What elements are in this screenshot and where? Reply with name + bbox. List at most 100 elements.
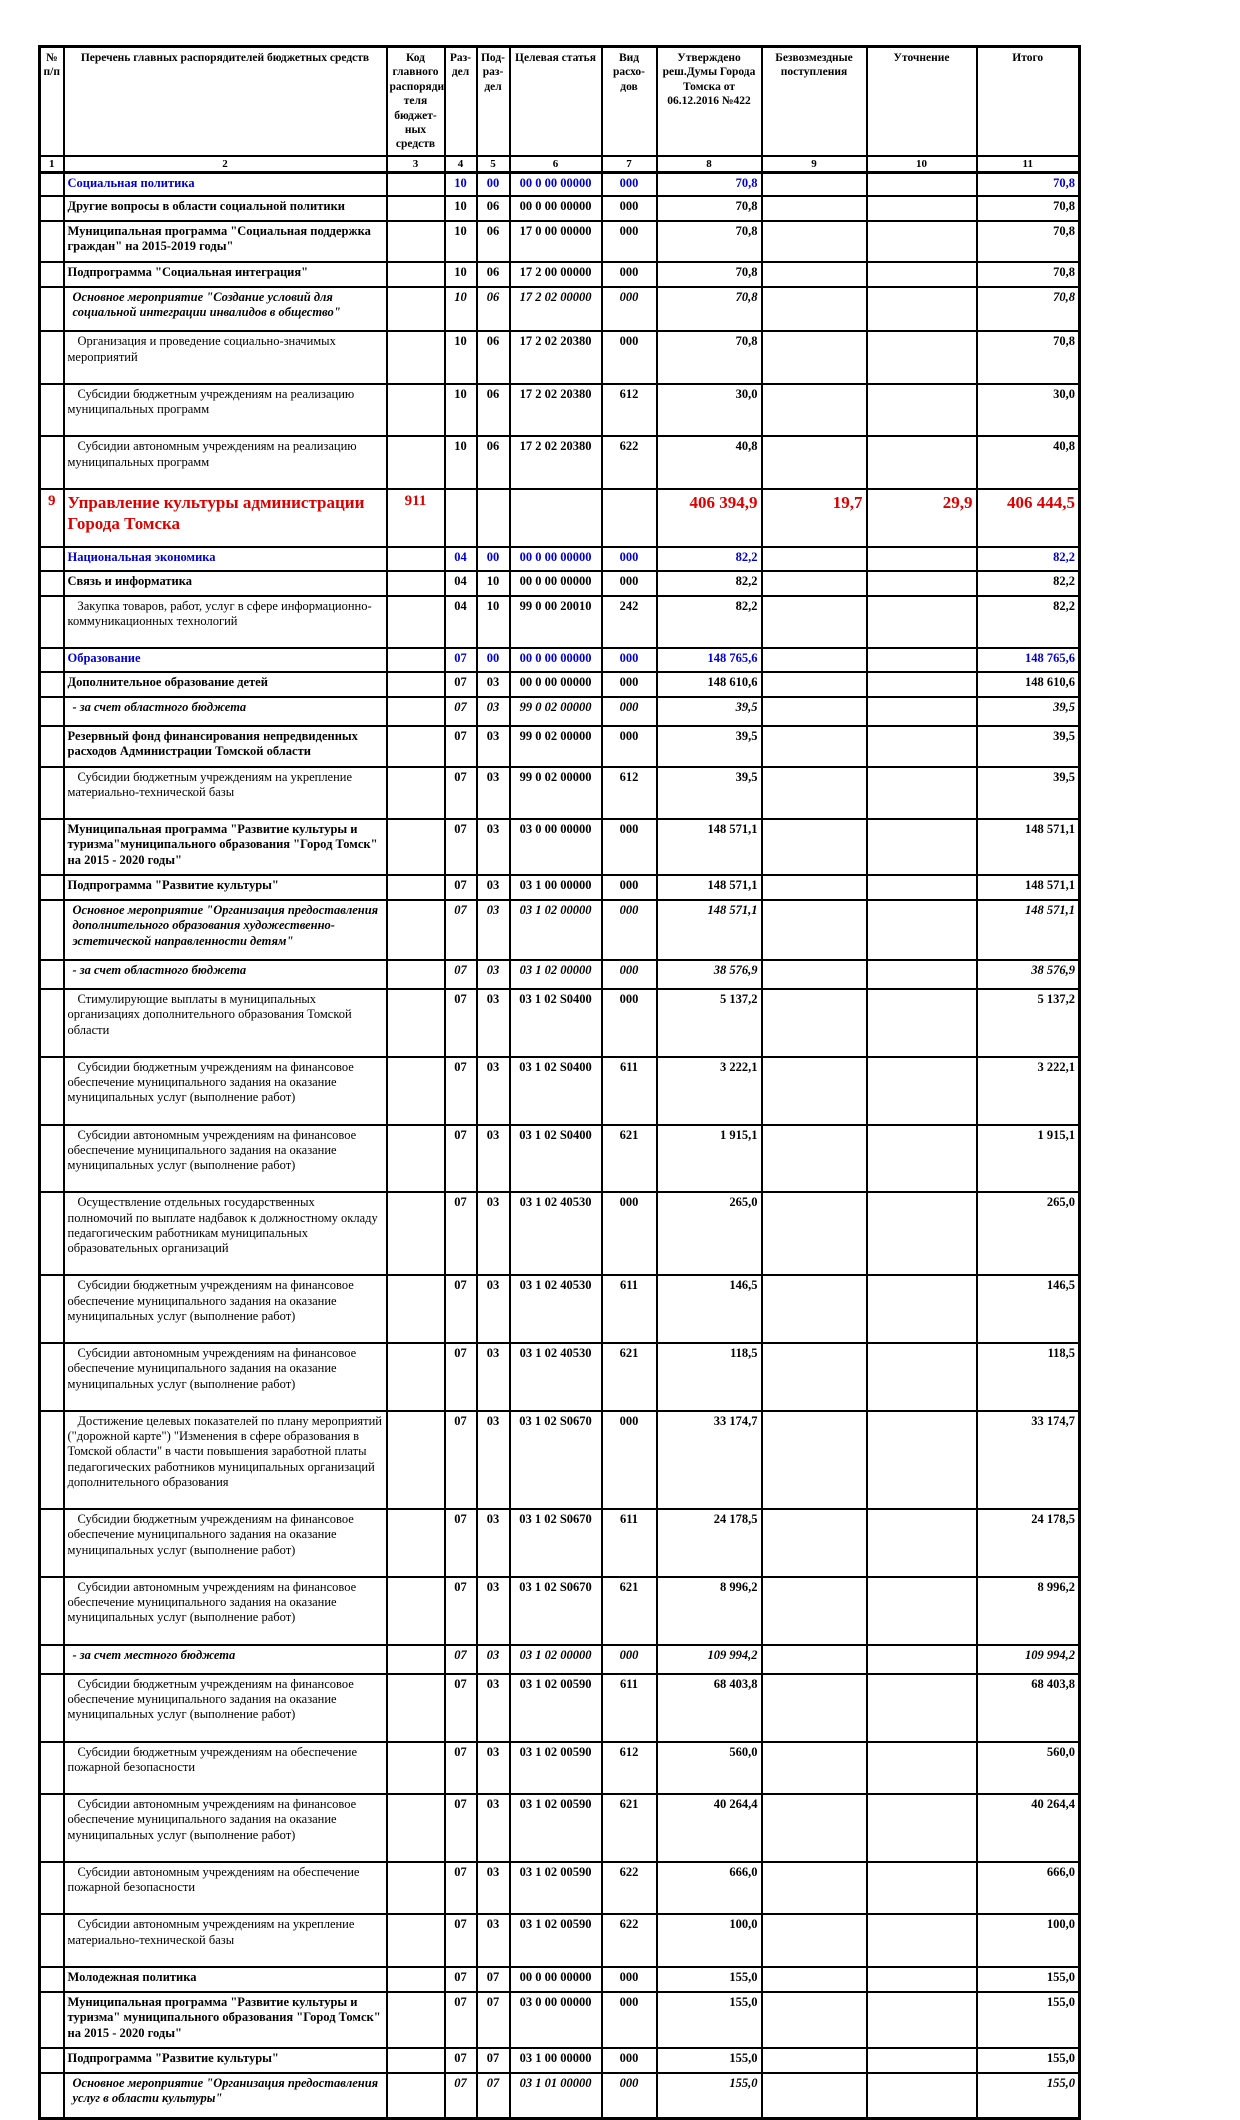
cell-name: Молодежная политика — [62, 1965, 388, 1994]
cell-grants — [760, 1508, 868, 1578]
cell-grants — [760, 594, 868, 650]
cell-grants — [760, 1409, 868, 1511]
cell-adjustment — [865, 1191, 978, 1277]
cell-row-number — [38, 382, 65, 438]
cell-total: 39,5 — [975, 765, 1081, 821]
col-header-expense-type: Вид расхо-дов — [600, 45, 658, 157]
col-header-adjustment: Уточнение — [865, 45, 978, 157]
cell-subsection: 03 — [475, 1672, 511, 1743]
cell-row-number — [38, 1643, 65, 1675]
cell-adjustment — [865, 1575, 978, 1646]
cell-row-number — [38, 1123, 65, 1194]
table-row: Субсидии автономным учреждениям на финан… — [38, 1123, 1081, 1194]
cell-total: 155,0 — [975, 2046, 1081, 2075]
table-row: Субсидии автономным учреждениям на финан… — [38, 1575, 1081, 1646]
table-row: 9 Управление культуры администрации Город… — [38, 487, 1081, 549]
cell-total: 265,0 — [975, 1191, 1081, 1277]
cell-code — [385, 670, 446, 698]
cell-code — [385, 1672, 446, 1743]
cell-total: 38 576,9 — [975, 958, 1081, 991]
cell-row-number — [38, 818, 65, 876]
cell-approved: 406 394,9 — [655, 487, 763, 549]
cell-row-number — [38, 988, 65, 1058]
cell-code — [385, 594, 446, 650]
table-row: Субсидии бюджетным учреждениям на укрепл… — [38, 765, 1081, 821]
col-number: 8 — [655, 154, 763, 174]
cell-grants — [760, 725, 868, 768]
table-row: Муниципальная программа "Развитие культу… — [38, 1991, 1081, 2049]
cell-grants — [760, 1191, 868, 1277]
cell-row-number — [38, 546, 65, 572]
cell-subsection — [475, 487, 511, 549]
cell-adjustment — [865, 1672, 978, 1743]
cell-row-number — [38, 330, 65, 385]
cell-expense-type: 612 — [600, 1740, 658, 1796]
cell-section: 07 — [443, 1274, 478, 1345]
cell-total: 8 996,2 — [975, 1575, 1081, 1646]
cell-approved: 82,2 — [655, 594, 763, 650]
cell-total: 666,0 — [975, 1860, 1081, 1916]
table-row: Подпрограмма "Развитие культуры" 07 03 03 1… — [38, 873, 1081, 902]
cell-code — [385, 1342, 446, 1412]
col-header-subsection: Под-раз-дел — [475, 45, 511, 157]
cell-total: 40 264,4 — [975, 1793, 1081, 1863]
cell-name: Подпрограмма "Развитие культуры" — [62, 873, 388, 902]
cell-target-article: 17 2 02 00000 — [508, 285, 603, 333]
cell-name: Субсидии автономным учреждениям на финан… — [62, 1123, 388, 1194]
cell-grants — [760, 1740, 868, 1796]
table-row: Осуществление отдельных государственных … — [38, 1191, 1081, 1277]
cell-subsection: 06 — [475, 194, 511, 223]
cell-code — [385, 818, 446, 876]
cell-approved: 8 996,2 — [655, 1575, 763, 1646]
cell-approved: 70,8 — [655, 220, 763, 263]
cell-section: 04 — [443, 594, 478, 650]
cell-total: 100,0 — [975, 1913, 1081, 1968]
cell-target-article: 17 2 02 20380 — [508, 330, 603, 385]
cell-row-number — [38, 1672, 65, 1743]
cell-name: Основное мероприятие "Создание условий д… — [62, 285, 388, 333]
table-row: Муниципальная программа "Развитие культу… — [38, 818, 1081, 876]
cell-total: 148 571,1 — [975, 818, 1081, 876]
cell-subsection: 00 — [475, 647, 511, 673]
cell-approved: 33 174,7 — [655, 1409, 763, 1511]
table-row: Основное мероприятие "Организация предос… — [38, 899, 1081, 961]
cell-expense-type: 242 — [600, 594, 658, 650]
cell-expense-type: 000 — [600, 2072, 658, 2120]
cell-approved: 109 994,2 — [655, 1643, 763, 1675]
cell-name: Субсидии автономным учреждениям на укреп… — [62, 1913, 388, 1968]
cell-expense-type: 621 — [600, 1123, 658, 1194]
cell-subsection: 06 — [475, 382, 511, 438]
cell-row-number — [38, 1860, 65, 1916]
table-row: Субсидии бюджетным учреждениям на финанс… — [38, 1508, 1081, 1578]
cell-section: 07 — [443, 1409, 478, 1511]
cell-subsection: 03 — [475, 988, 511, 1058]
cell-total: 148 610,6 — [975, 670, 1081, 698]
cell-adjustment — [865, 1274, 978, 1345]
cell-adjustment — [865, 1409, 978, 1511]
cell-total: 155,0 — [975, 1991, 1081, 2049]
cell-section: 07 — [443, 958, 478, 991]
cell-expense-type: 621 — [600, 1575, 658, 1646]
cell-section: 07 — [443, 2072, 478, 2120]
cell-approved: 82,2 — [655, 569, 763, 597]
cell-grants — [760, 220, 868, 263]
table-row: Основное мероприятие "Создание условий д… — [38, 285, 1081, 333]
cell-expense-type: 622 — [600, 435, 658, 490]
cell-adjustment — [865, 1508, 978, 1578]
cell-adjustment — [865, 988, 978, 1058]
cell-adjustment — [865, 1342, 978, 1412]
col-header-target-article: Целевая статья — [508, 45, 603, 157]
cell-target-article: 03 1 02 S0670 — [508, 1575, 603, 1646]
cell-name: Субсидии автономным учреждениям на финан… — [62, 1793, 388, 1863]
cell-adjustment — [865, 818, 978, 876]
cell-total: 148 765,6 — [975, 647, 1081, 673]
col-number: 9 — [760, 154, 868, 174]
cell-name: Субсидии автономным учреждениям на обесп… — [62, 1860, 388, 1916]
cell-target-article: 03 1 02 S0670 — [508, 1508, 603, 1578]
cell-total: 39,5 — [975, 725, 1081, 768]
cell-row-number — [38, 873, 65, 902]
cell-grants — [760, 1672, 868, 1743]
cell-total: 1 915,1 — [975, 1123, 1081, 1194]
cell-name: Муниципальная программа "Развитие культу… — [62, 1991, 388, 2049]
